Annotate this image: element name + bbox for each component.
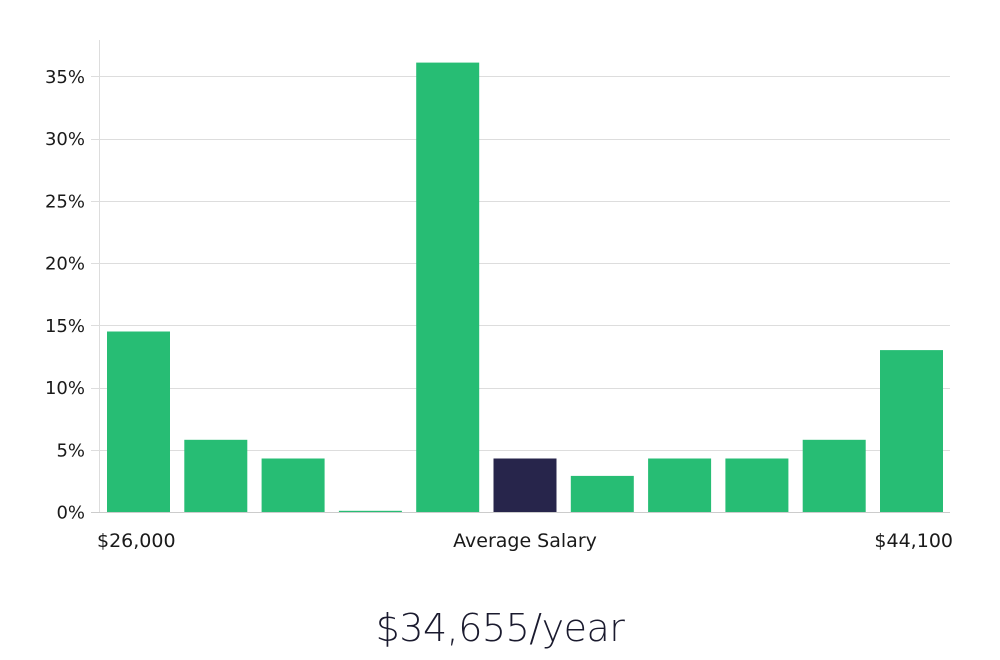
- bar-3: [261, 458, 325, 512]
- bar-7: [570, 475, 634, 512]
- bar-4: [338, 510, 402, 512]
- y-tick-label-25: 25%: [45, 191, 85, 212]
- x-label-average: Average Salary: [453, 530, 597, 552]
- y-tick-label-0: 0%: [56, 503, 85, 524]
- average-salary-value: $34,655/year: [375, 606, 625, 650]
- x-label-min: $26,000: [97, 530, 176, 552]
- y-tick-label-5: 5%: [56, 440, 85, 461]
- bar-9: [725, 458, 789, 512]
- axes: [91, 40, 950, 513]
- y-tick-label-30: 30%: [45, 129, 85, 150]
- bar-1: [107, 331, 170, 512]
- bar-10: [802, 439, 866, 512]
- x-axis-labels: $26,000 Average Salary $44,100: [97, 530, 953, 552]
- y-tick-label-35: 35%: [45, 67, 85, 88]
- bar-average: [493, 458, 557, 512]
- bar-5: [416, 62, 480, 512]
- y-tick-label-10: 10%: [45, 378, 85, 399]
- bar-8: [648, 458, 712, 512]
- bar-2: [184, 439, 248, 512]
- grid-lines: [100, 76, 950, 451]
- y-tick-label-15: 15%: [45, 316, 85, 337]
- x-label-max: $44,100: [874, 530, 953, 552]
- bars: [107, 62, 943, 512]
- bar-11: [880, 350, 943, 512]
- y-tick-labels: 0% 5% 10% 15% 20% 25% 30% 35%: [45, 67, 85, 524]
- y-tick-label-20: 20%: [45, 254, 85, 275]
